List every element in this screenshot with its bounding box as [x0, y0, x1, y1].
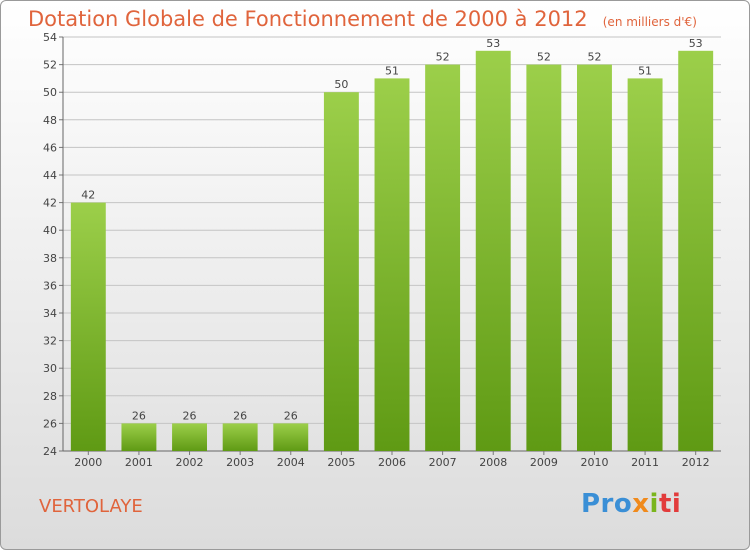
data-label: 26: [284, 409, 298, 422]
bar: [627, 78, 663, 452]
data-label: 51: [638, 64, 652, 77]
bar: [323, 92, 359, 451]
data-label: 52: [537, 51, 551, 64]
y-tick-label: 52: [43, 59, 57, 72]
proxiti-logo: Proxiti: [581, 489, 681, 519]
x-tick-label: 2002: [176, 456, 204, 469]
y-tick-label: 34: [43, 307, 57, 320]
x-tick-label: 2009: [530, 456, 558, 469]
logo-part-1: Pro: [581, 489, 633, 519]
y-tick-label: 28: [43, 390, 57, 403]
logo-part-4: ti: [658, 489, 682, 519]
x-tick-label: 2006: [378, 456, 406, 469]
data-label: 53: [486, 37, 500, 50]
y-tick-label: 26: [43, 417, 57, 430]
x-tick-label: 2004: [277, 456, 305, 469]
x-tick-label: 2011: [631, 456, 659, 469]
x-tick-label: 2012: [682, 456, 710, 469]
x-tick-label: 2010: [580, 456, 608, 469]
data-label: 50: [334, 78, 348, 91]
x-tick-label: 2003: [226, 456, 254, 469]
y-tick-label: 38: [43, 252, 57, 265]
data-label: 26: [132, 409, 146, 422]
y-tick-label: 32: [43, 335, 57, 348]
bar: [425, 64, 461, 451]
y-tick-label: 24: [43, 445, 57, 458]
y-tick-label: 48: [43, 114, 57, 127]
data-label: 52: [436, 51, 450, 64]
chart-title-text: Dotation Globale de Fonctionnement de 20…: [28, 7, 588, 31]
bar: [273, 423, 309, 451]
bar: [526, 64, 562, 451]
x-tick-label: 2008: [479, 456, 507, 469]
x-tick-label: 2005: [327, 456, 355, 469]
bar: [475, 50, 511, 452]
bar: [70, 202, 106, 451]
y-tick-label: 50: [43, 86, 57, 99]
x-tick-label: 2007: [429, 456, 457, 469]
y-tick-label: 42: [43, 197, 57, 210]
x-tick-label: 2001: [125, 456, 153, 469]
chart-unit-text: (en milliers d'€): [602, 15, 697, 29]
y-tick-label: 36: [43, 279, 57, 292]
logo-part-2: x: [632, 489, 650, 519]
bar: [121, 423, 157, 451]
data-label: 51: [385, 64, 399, 77]
bar: [172, 423, 208, 451]
y-tick-label: 30: [43, 362, 57, 375]
data-label: 42: [81, 189, 95, 202]
y-tick-label: 44: [43, 169, 57, 182]
bar: [678, 50, 714, 452]
data-label: 26: [183, 409, 197, 422]
y-tick-label: 46: [43, 141, 57, 154]
chart-title: Dotation Globale de Fonctionnement de 20…: [28, 7, 697, 31]
bar: [374, 78, 410, 452]
data-label: 26: [233, 409, 247, 422]
commune-name: VERTOLAYE: [39, 496, 143, 517]
x-tick-label: 2000: [74, 456, 102, 469]
data-label: 53: [689, 37, 703, 50]
bar: [222, 423, 258, 451]
y-tick-label: 40: [43, 224, 57, 237]
logo-part-3: i: [649, 489, 659, 519]
y-tick-label: 54: [43, 31, 57, 44]
data-label: 52: [587, 51, 601, 64]
bar: [576, 64, 612, 451]
